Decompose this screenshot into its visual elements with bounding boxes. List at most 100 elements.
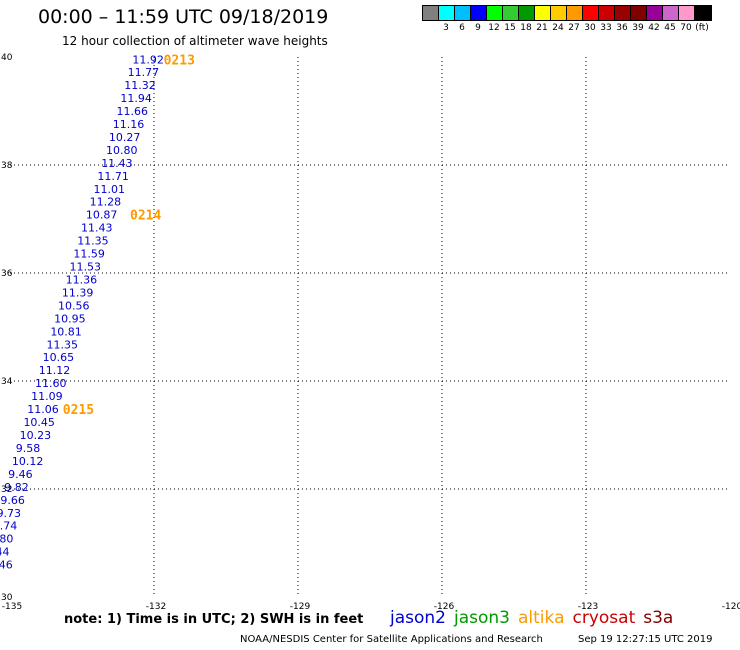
swh-data-label: 11.35 [46,338,77,351]
satellite-legend: jason2 jason3 altika cryosat s3a [390,608,681,628]
y-tick-label: 36 [1,269,13,279]
pass-time-label: 0213 [164,54,195,69]
swh-data-label: 11.09 [31,390,63,403]
units-note: note: 1) Time is in UTC; 2) SWH is in fe… [64,612,364,627]
color-scale-label: 6 [459,23,465,33]
pass-time-label: 0215 [63,403,94,418]
swh-data-label: 11.53 [70,261,102,274]
color-swatch [551,6,567,20]
color-swatch [647,6,663,20]
color-scale-label: 15 [504,23,516,33]
color-swatch [567,6,583,20]
color-scale-label: 12 [488,23,500,33]
color-swatch [631,6,647,20]
color-scale-label: 30 [584,23,596,33]
chart-subtitle: 12 hour collection of altimeter wave hei… [62,34,328,48]
color-scale-label: 9 [475,23,481,33]
swh-data-label: 10.65 [43,351,75,364]
swh-data-label: 11.06 [27,403,58,416]
color-swatch [583,6,599,20]
color-scale-label: 33 [600,23,612,33]
color-scale-swatches [422,5,712,21]
swh-data-label: 11.36 [66,273,98,286]
color-scale-legend: 3 6 9 12 15 18 21 24 27 30 33 36 39 42 45 70 (ft) [422,5,712,35]
swh-data-label: 9.66 [0,494,25,507]
y-tick-label: 32 [1,485,12,495]
color-swatch [535,6,551,20]
color-swatch [503,6,519,20]
y-tick-label: 34 [1,377,13,387]
swh-data-label: 11.35 [77,235,109,248]
color-swatch [695,6,711,20]
color-swatch [519,6,535,20]
x-tick-label: -123 [578,602,598,612]
swh-data-label: 11.92 [132,54,164,67]
swh-data-label: 10.27 [109,131,141,144]
color-scale-unit: (ft) [695,23,709,33]
y-tick-label: 38 [1,161,13,171]
swh-data-label: 9.74 [0,520,17,533]
swh-data-label: 11.28 [90,196,122,209]
color-swatch [663,6,679,20]
pass-time-label: 0214 [130,209,161,224]
legend-item-altika: altika [518,608,565,628]
color-swatch [599,6,615,20]
swh-data-label: 9.58 [16,442,41,455]
color-scale-label: 42 [648,23,660,33]
legend-item-cryosat: cryosat [572,608,636,628]
swh-data-label: 11.39 [62,286,93,299]
swh-data-label: 10.87 [86,209,118,222]
swh-data-label: 9.73 [0,507,21,520]
color-scale-label: 39 [632,23,644,33]
chart-title: 00:00 – 11:59 UTC 09/18/2019 [38,6,329,28]
legend-item-jason2: jason2 [390,608,446,628]
swh-data-label: 10.80 [106,144,138,157]
swh-data-label: 9.46 [8,468,33,481]
swh-data-label: 10.81 [50,325,82,338]
swh-data-label: 11.60 [35,377,67,390]
color-scale-label: 45 [664,23,676,33]
color-scale-label: 36 [616,23,628,33]
swh-data-label: 11.12 [39,364,71,377]
generated-timestamp: Sep 19 12:27:15 UTC 2019 [578,634,713,645]
color-swatch [471,6,487,20]
color-scale-label: 70 [680,23,692,33]
swh-data-label: 10.23 [20,429,51,442]
swh-data-label: 11.01 [94,183,126,196]
color-scale-label: 24 [552,23,564,33]
y-tick-label: 30 [1,593,13,603]
swh-data-label: 9.44 [0,546,10,559]
color-scale-label: 3 [443,23,449,33]
swh-data-label: 11.43 [101,157,133,170]
y-tick-label: 40 [1,53,13,63]
color-swatch [423,6,439,20]
color-swatch [487,6,503,20]
swh-data-label: 9.80 [0,533,13,546]
swh-data-label: 11.59 [73,248,105,261]
swh-data-label: 10.56 [58,299,90,312]
legend-item-s3a: s3a [643,608,674,628]
color-swatch [615,6,631,20]
x-tick-label: -120 [722,602,740,612]
color-swatch [455,6,471,20]
color-swatch [439,6,455,20]
swh-data-label: 11.43 [81,222,113,235]
swh-data-label: 10.12 [12,455,43,468]
color-scale-label: 18 [520,23,532,33]
swh-data-label: 11.94 [120,92,151,105]
swh-data-label: 11.66 [117,105,149,118]
x-tick-label: -132 [146,602,166,612]
legend-item-jason3: jason3 [454,608,510,628]
swh-data-label: 11.32 [124,79,155,92]
swh-data-label: 11.71 [97,170,129,183]
x-tick-label: -129 [290,602,311,612]
color-scale-label: 27 [568,23,580,33]
x-tick-label: -135 [2,602,22,612]
swh-data-label: 10.46 [0,559,13,572]
color-scale-label: 21 [536,23,548,33]
swh-data-label: 10.95 [54,312,86,325]
swh-data-label: 10.45 [23,416,55,429]
x-tick-label: -126 [434,602,455,612]
swh-data-label: 11.16 [113,118,145,131]
